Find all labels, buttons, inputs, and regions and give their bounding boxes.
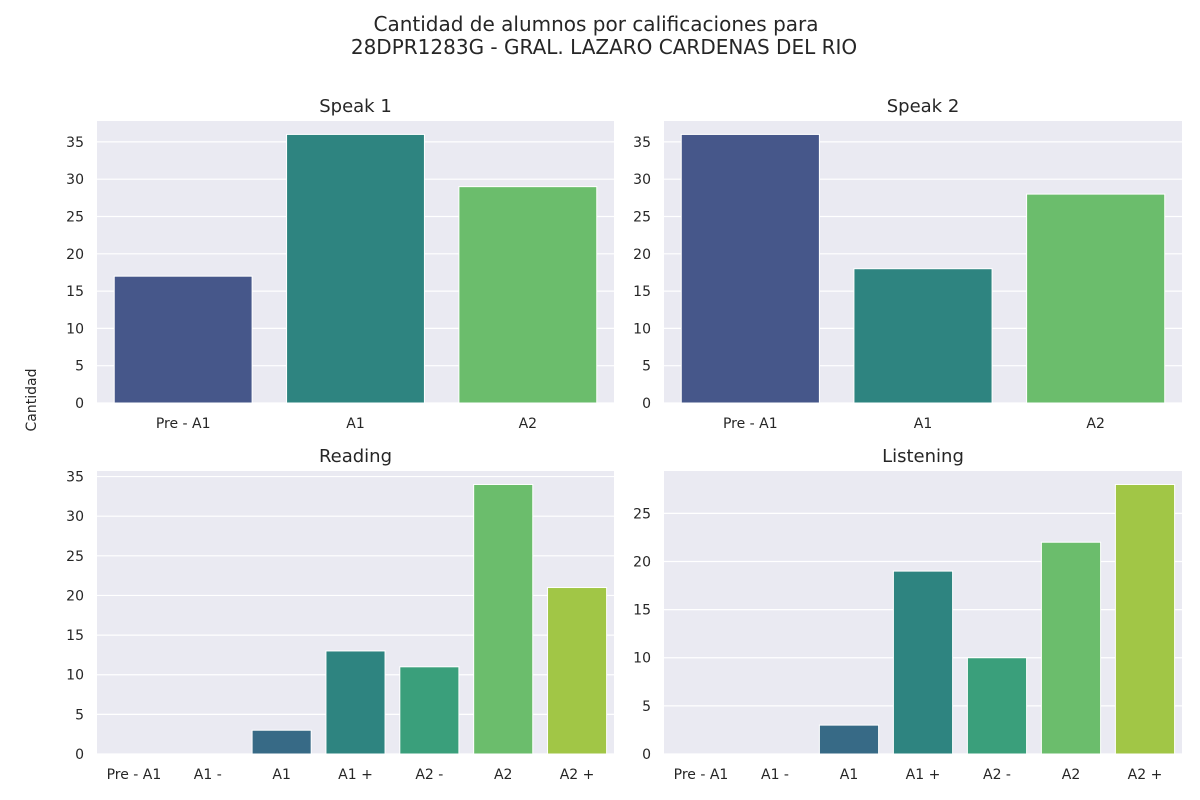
x-tick-label: A2 [494, 767, 512, 783]
bar [853, 268, 993, 404]
bar [473, 483, 534, 755]
x-tick-label: A2 [519, 416, 537, 432]
y-tick-label: 30 [633, 172, 651, 188]
y-axis-label: Cantidad [24, 369, 40, 432]
bar [1114, 483, 1176, 755]
y-tick-label: 20 [66, 588, 84, 604]
bar [892, 570, 954, 755]
bar [818, 724, 880, 755]
y-tick-label: 35 [66, 470, 84, 486]
x-tick-label: Pre - A1 [107, 767, 162, 783]
subplot-title: Reading [319, 446, 392, 467]
y-tick-label: 10 [633, 321, 651, 337]
x-tick-label: A1 [840, 767, 858, 783]
subplot-title: Listening [882, 446, 964, 467]
y-tick-label: 5 [75, 707, 84, 723]
y-tick-label: 0 [642, 747, 651, 763]
x-tick-label: A2 - [415, 767, 443, 783]
y-tick-label: 25 [633, 506, 651, 522]
x-tick-label: Pre - A1 [156, 416, 211, 432]
bar [680, 133, 820, 404]
y-tick-label: 10 [66, 668, 84, 684]
bar [325, 650, 386, 755]
y-tick-label: 0 [642, 396, 651, 412]
x-tick-label: A2 + [1128, 767, 1163, 783]
y-tick-label: 30 [66, 172, 84, 188]
bar [251, 729, 312, 755]
x-tick-label: A2 + [560, 767, 595, 783]
y-tick-label: 15 [66, 628, 84, 644]
y-tick-label: 0 [75, 747, 84, 763]
x-tick-label: A2 [1062, 767, 1080, 783]
y-tick-label: 5 [642, 359, 651, 375]
y-tick-label: 15 [66, 284, 84, 300]
y-tick-label: 5 [642, 699, 651, 715]
subplots: 0 5 10 15 20 25 30 35 Pre - A1 A1 A2 Speak 1 0 5 10 15 2… [66, 96, 1182, 783]
x-tick-label: A1 - [194, 767, 222, 783]
x-tick-label: A1 + [906, 767, 941, 783]
subplot-1: 0 5 10 15 20 25 30 35 Pre - A1 A1 A2 Speak 1 [66, 96, 614, 432]
x-tick-label: A2 - [983, 767, 1011, 783]
x-tick-label: Pre - A1 [674, 767, 729, 783]
y-tick-label: 35 [66, 135, 84, 151]
bar [1026, 193, 1166, 404]
y-tick-label: 10 [633, 651, 651, 667]
y-tick-label: 20 [633, 247, 651, 263]
y-tick-label: 15 [633, 284, 651, 300]
y-tick-label: 5 [75, 359, 84, 375]
subplot-4: 0 5 10 15 20 25 Pre - A1 A1 - A1 A1 + A2 - A2 A2 + Li… [633, 446, 1182, 783]
y-tick-label: 10 [66, 321, 84, 337]
x-tick-label: A2 [1086, 416, 1104, 432]
x-tick-label: A1 + [338, 767, 373, 783]
x-tick-label: A1 - [761, 767, 789, 783]
y-tick-label: 20 [66, 247, 84, 263]
bar [458, 186, 598, 404]
bar [286, 133, 425, 404]
figure-title-line-1: Cantidad de alumnos por calificaciones p… [373, 12, 818, 36]
y-tick-label: 20 [633, 554, 651, 570]
y-tick-label: 25 [66, 549, 84, 565]
subplot-3: 0 5 10 15 20 25 30 35 Pre - A1 A1 - A1 A1 + A2 - A2 A2… [66, 446, 614, 783]
figure-title-line-2: 28DPR1283G - GRAL. LAZARO CARDENAS DEL R… [351, 35, 857, 59]
y-tick-label: 15 [633, 603, 651, 619]
y-tick-label: 25 [633, 209, 651, 225]
x-tick-label: A1 [346, 416, 364, 432]
subplot-2: 0 5 10 15 20 25 30 35 Pre - A1 A1 A2 Speak 2 [633, 96, 1182, 432]
subplot-title: Speak 1 [319, 96, 392, 117]
subplot-title: Speak 2 [887, 96, 960, 117]
x-tick-label: A1 [914, 416, 932, 432]
x-tick-label: A1 [272, 767, 290, 783]
bar [966, 657, 1028, 755]
bar [547, 587, 608, 755]
y-tick-label: 25 [66, 209, 84, 225]
bar [1040, 541, 1102, 755]
y-tick-label: 0 [75, 396, 84, 412]
y-tick-label: 35 [633, 135, 651, 151]
bar [113, 275, 253, 404]
bar [399, 666, 460, 755]
y-tick-label: 30 [66, 509, 84, 525]
x-tick-label: Pre - A1 [723, 416, 778, 432]
